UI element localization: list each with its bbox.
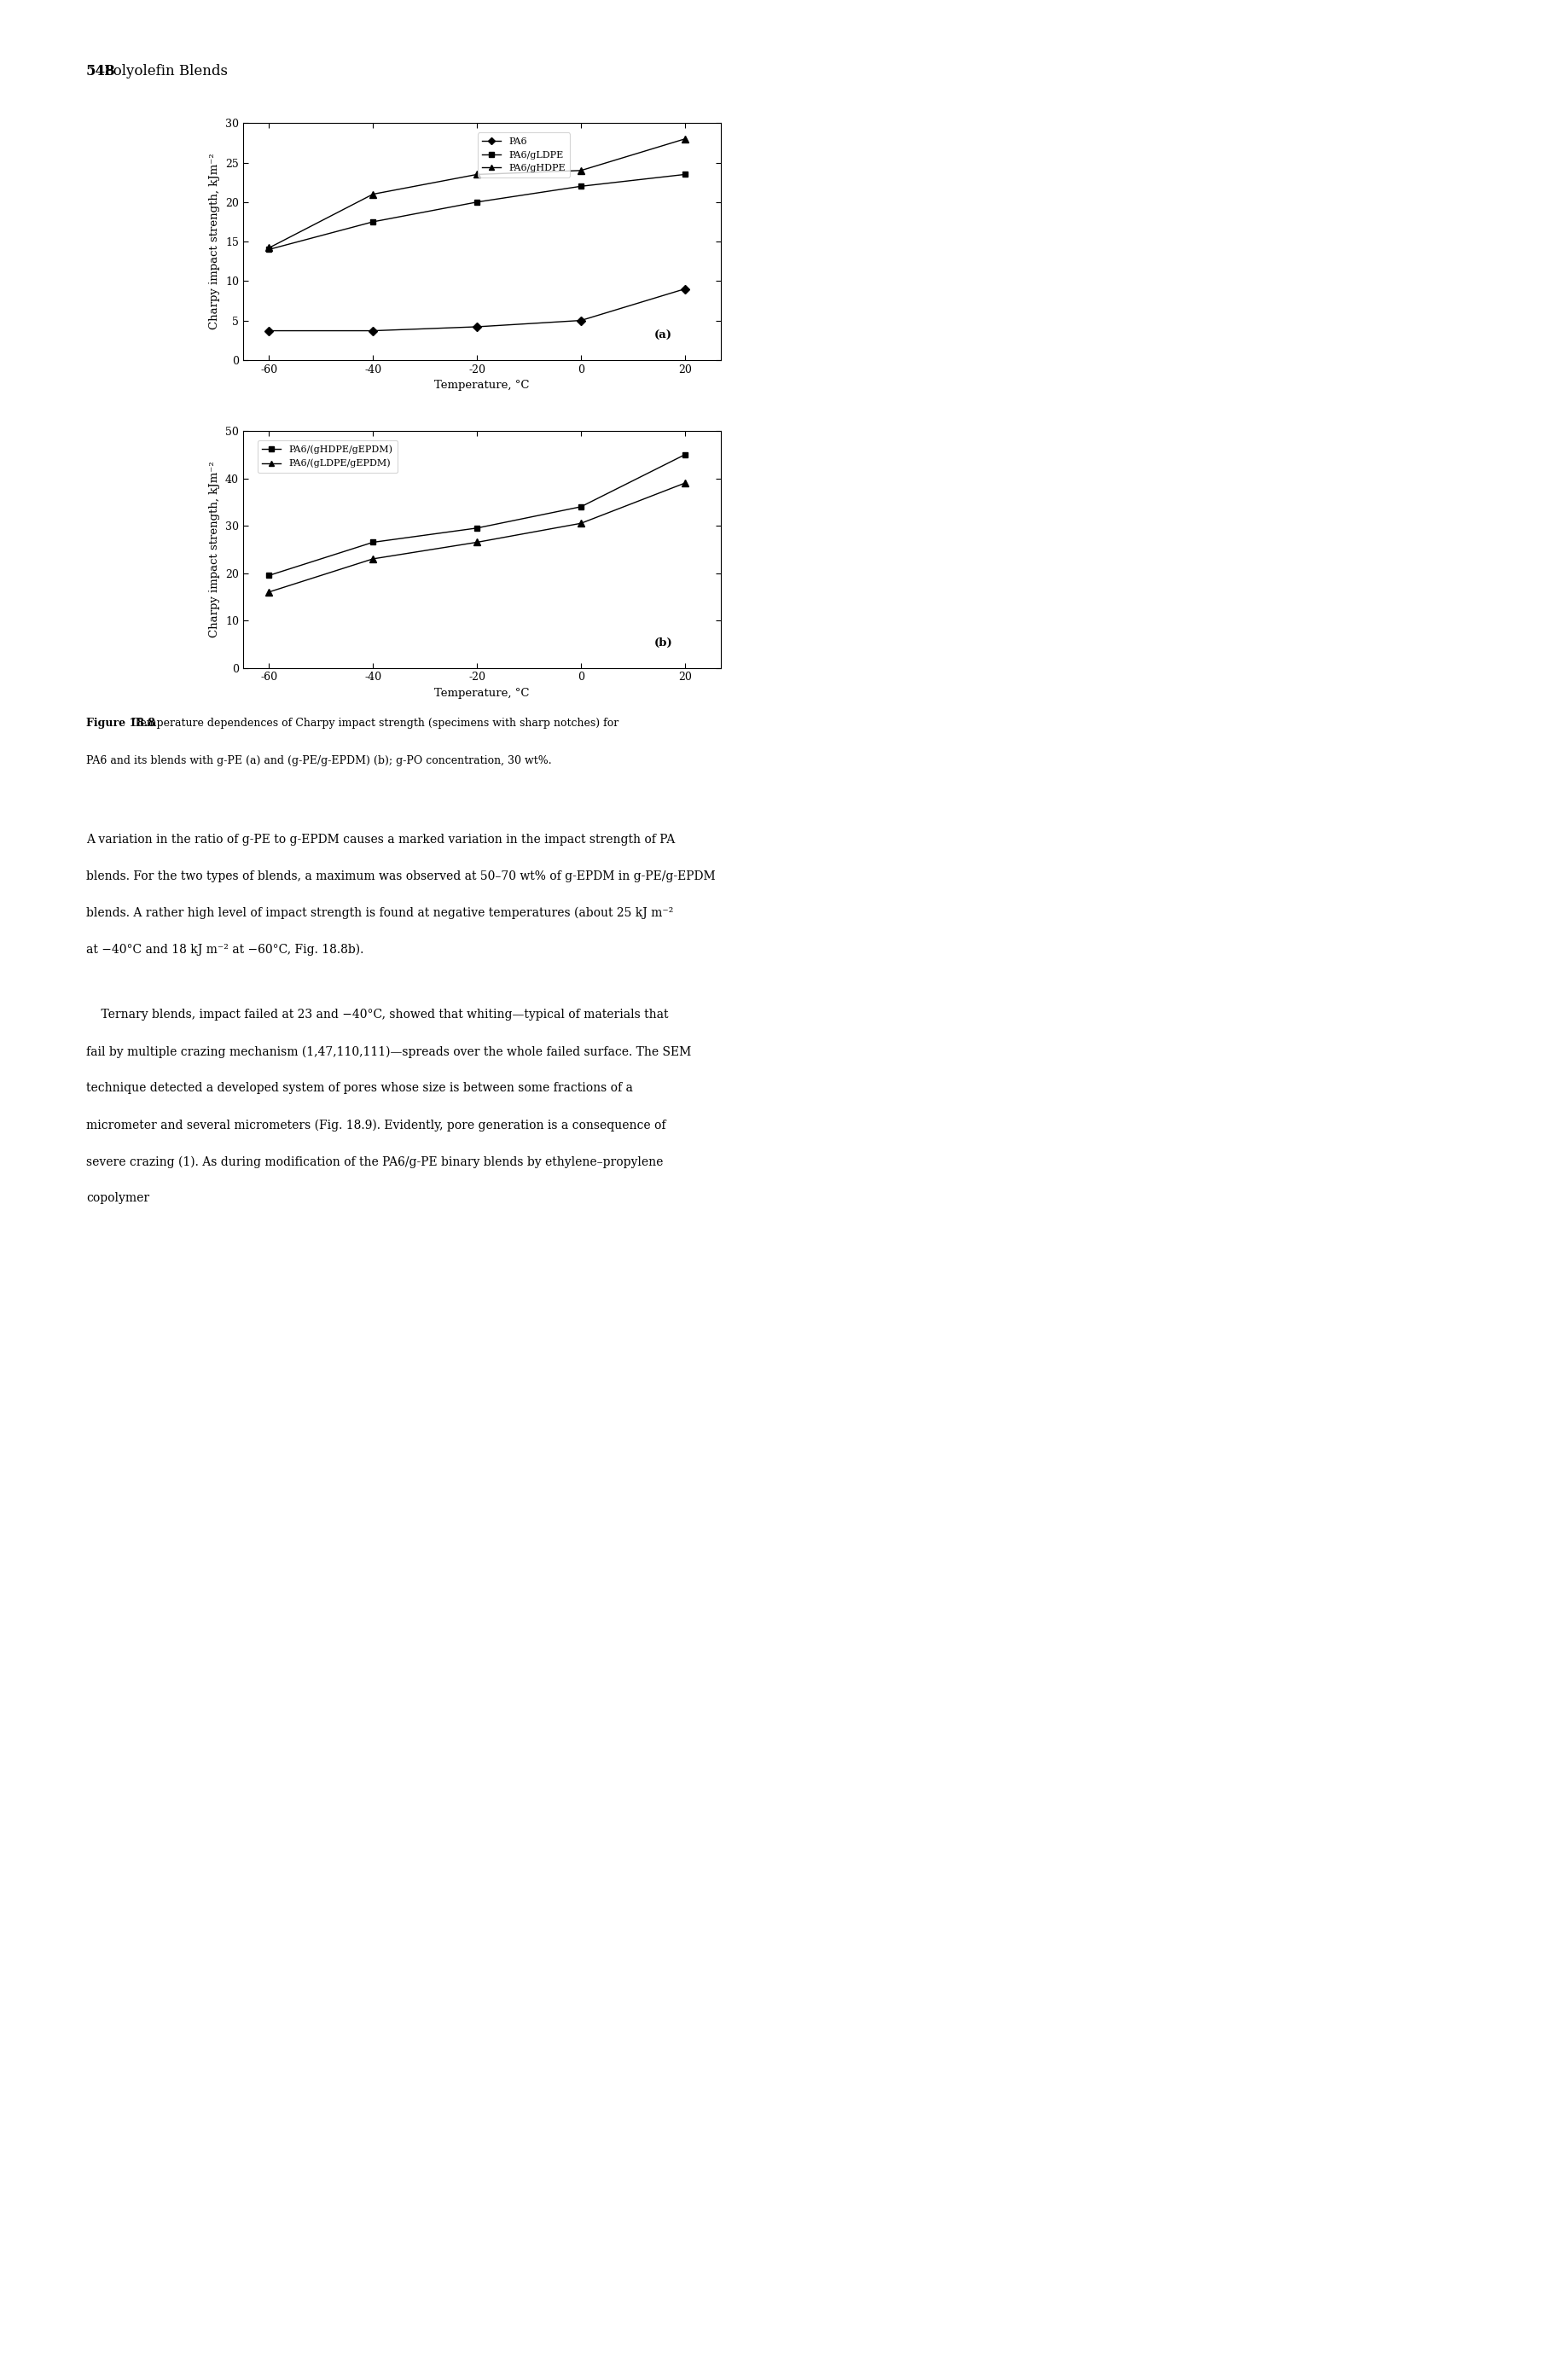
Legend: PA6/(gHDPE/gEPDM), PA6/(gLDPE/gEPDM): PA6/(gHDPE/gEPDM), PA6/(gLDPE/gEPDM) [257, 440, 397, 474]
Y-axis label: Charpy impact strength, kJm⁻²: Charpy impact strength, kJm⁻² [210, 154, 221, 329]
Text: Temperature dependences of Charpy impact strength (specimens with sharp notches): Temperature dependences of Charpy impact… [86, 718, 619, 729]
X-axis label: Temperature, °C: Temperature, °C [434, 687, 530, 699]
Text: Ternary blends, impact failed at 23 and −40°C, showed that whiting—typical of ma: Ternary blends, impact failed at 23 and … [86, 1009, 668, 1021]
Text: micrometer and several micrometers (Fig. 18.9). Evidently, pore generation is a : micrometer and several micrometers (Fig.… [86, 1118, 666, 1132]
Text: copolymer: copolymer [86, 1191, 149, 1205]
Text: at −40°C and 18 kJ m⁻² at −60°C, Fig. 18.8b).: at −40°C and 18 kJ m⁻² at −60°C, Fig. 18… [86, 942, 364, 957]
Text: A variation in the ratio of g-PE to g-EPDM causes a marked variation in the impa: A variation in the ratio of g-PE to g-EP… [86, 834, 676, 845]
Y-axis label: Charpy impact strength, kJm⁻²: Charpy impact strength, kJm⁻² [210, 462, 221, 637]
Text: fail by multiple crazing mechanism (1,47,110,111)—spreads over the whole failed : fail by multiple crazing mechanism (1,47… [86, 1044, 691, 1058]
Text: (b): (b) [654, 637, 673, 649]
Text: severe crazing (1). As during modification of the PA6/g-PE binary blends by ethy: severe crazing (1). As during modificati… [86, 1156, 663, 1167]
Legend: PA6, PA6/gLDPE, PA6/gHDPE: PA6, PA6/gLDPE, PA6/gHDPE [477, 133, 571, 178]
Text: blends. For the two types of blends, a maximum was observed at 50–70 wt% of g-EP: blends. For the two types of blends, a m… [86, 869, 715, 883]
Text: 548: 548 [86, 64, 116, 78]
Text: technique detected a developed system of pores whose size is between some fracti: technique detected a developed system of… [86, 1082, 633, 1094]
Text: (a): (a) [654, 329, 673, 341]
Text: blends. A rather high level of impact strength is found at negative temperatures: blends. A rather high level of impact st… [86, 907, 674, 919]
Text: PA6 and its blends with g-PE (a) and (g-PE/g-EPDM) (b); g-PO concentration, 30 w: PA6 and its blends with g-PE (a) and (g-… [86, 755, 552, 767]
Text: Polyolefin Blends: Polyolefin Blends [86, 64, 227, 78]
Text: Figure 18.8: Figure 18.8 [86, 718, 155, 729]
X-axis label: Temperature, °C: Temperature, °C [434, 379, 530, 391]
